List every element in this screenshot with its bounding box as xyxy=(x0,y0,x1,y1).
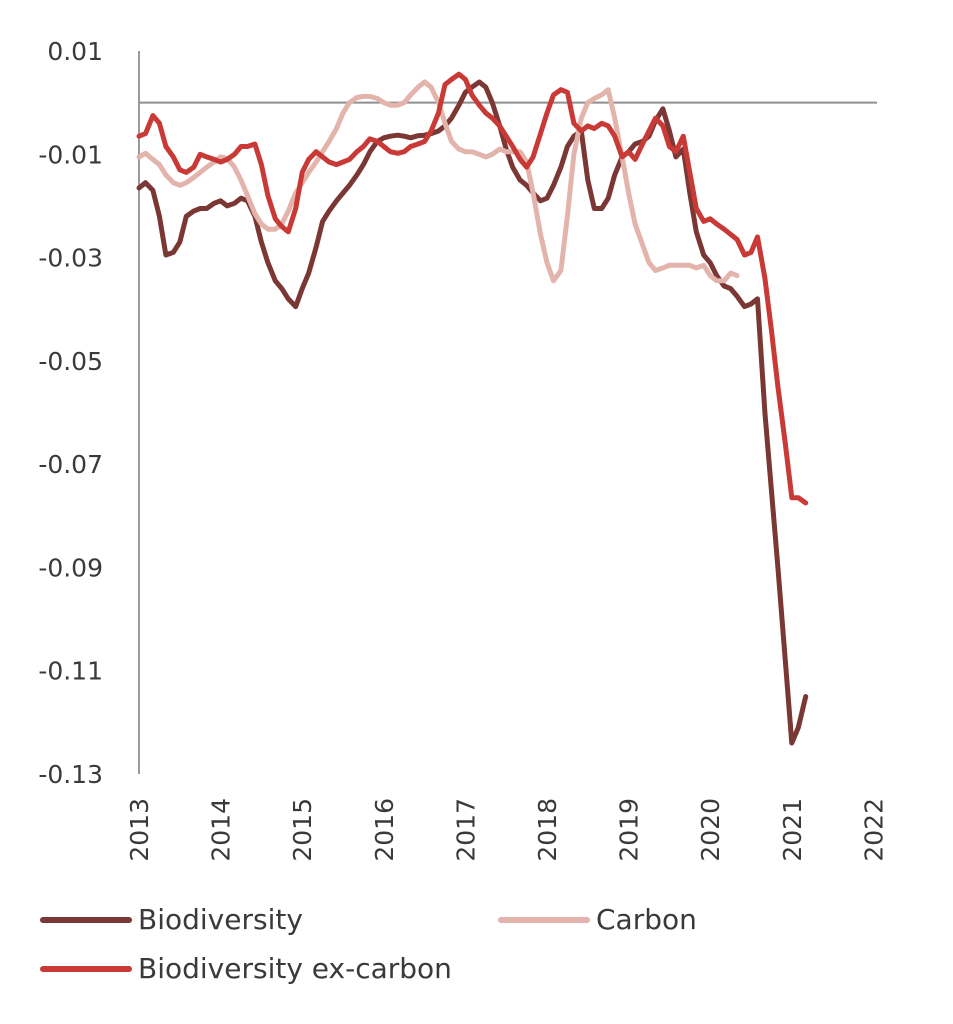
legend-swatch-carbon xyxy=(498,916,590,923)
legend-swatch-biodiversity xyxy=(40,916,132,923)
legend-label-biodiversity-ex-carbon: Biodiversity ex-carbon xyxy=(138,952,452,985)
y-tick-label: -0.13 xyxy=(38,760,103,789)
x-tick-label: 2019 xyxy=(615,798,644,862)
x-tick-label: 2022 xyxy=(859,798,888,862)
legend-item-carbon: Carbon xyxy=(498,903,697,936)
x-tick-label: 2017 xyxy=(451,798,480,862)
x-tick-label: 2013 xyxy=(125,798,154,862)
y-tick-label: -0.09 xyxy=(38,553,103,582)
y-tick-label: -0.07 xyxy=(38,450,103,479)
y-tick-label: -0.03 xyxy=(38,244,103,273)
legend-label-carbon: Carbon xyxy=(596,903,697,936)
x-tick-label: 2018 xyxy=(533,798,562,862)
y-tick-label: -0.11 xyxy=(38,657,103,686)
x-tick-label: 2015 xyxy=(288,798,317,862)
line-chart: 0.01-0.01-0.03-0.05-0.07-0.09-0.11-0.13 … xyxy=(38,37,888,862)
y-axis: 0.01 -0.01 -0.03 -0.05 -0.07 -0.09 -0.11 -0.13 xyxy=(38,37,140,789)
y-tick-label: -0.01 xyxy=(38,140,103,169)
legend-item-biodiversity-ex-carbon: Biodiversity ex-carbon xyxy=(40,952,452,985)
x-tick-label: 2020 xyxy=(696,798,725,862)
legend: Biodiversity Carbon Biodiversity ex-carb… xyxy=(40,895,940,1005)
y-tick-label: -0.05 xyxy=(38,347,103,376)
y-tick-label: 0.01 xyxy=(47,37,103,66)
x-tick-label: 2014 xyxy=(207,798,236,862)
x-tick-label: 2016 xyxy=(370,798,399,862)
x-tick-label: 2021 xyxy=(778,798,807,862)
legend-label-biodiversity: Biodiversity xyxy=(138,903,303,936)
series-lines xyxy=(136,71,809,746)
series-line-biodiversity-ex-carbon xyxy=(136,71,809,506)
x-axis: 2013 2014 2015 2016 2017 2018 2019 2020 2021 2022 xyxy=(125,101,888,862)
legend-item-biodiversity: Biodiversity xyxy=(40,903,303,936)
legend-swatch-biodiversity-ex-carbon xyxy=(40,965,132,972)
